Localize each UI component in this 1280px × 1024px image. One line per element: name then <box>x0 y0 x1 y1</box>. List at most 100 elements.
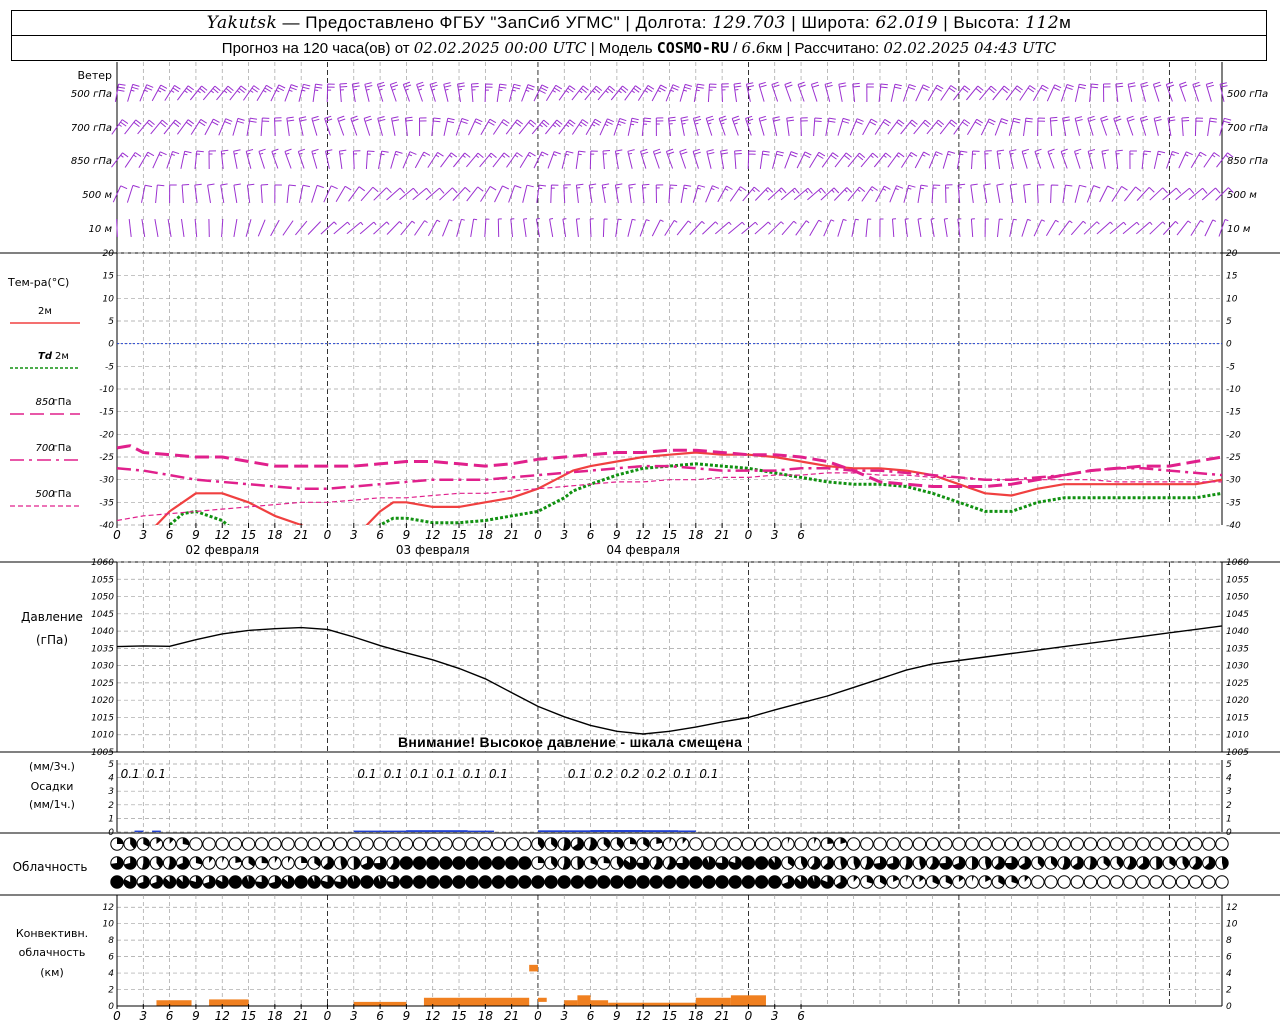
wind-barb <box>714 221 732 235</box>
wind-barb <box>887 152 905 168</box>
wind-barb <box>359 221 377 235</box>
cloud-fill <box>972 875 975 882</box>
cloud-symbol <box>702 837 716 851</box>
y-tick-label-left: 1045 <box>91 610 114 620</box>
x-tick-label: 21 <box>714 528 729 542</box>
wind-barb <box>194 183 202 203</box>
wind-barb <box>163 119 182 135</box>
wind-barb <box>1008 117 1021 136</box>
cloud-symbol <box>912 837 927 851</box>
wind-barb <box>767 187 787 201</box>
wind-barb <box>585 118 602 136</box>
wind-barb <box>111 152 129 168</box>
cloudiness-title: Облачность <box>13 860 88 874</box>
wind-barb <box>284 148 292 169</box>
legend-unit-td2m: 2м <box>55 351 69 362</box>
wind-barb <box>1219 117 1232 136</box>
wind-barb <box>706 149 715 169</box>
cloud-symbol <box>873 837 887 851</box>
y-tick-label-right: 1040 <box>1226 627 1249 637</box>
precip-bar <box>590 830 644 832</box>
wind-barb <box>874 118 891 135</box>
y-tick-label-right: 20 <box>1226 249 1238 259</box>
convective-bar <box>209 999 249 1006</box>
cloud-symbol <box>1149 837 1163 851</box>
cloud-fill <box>590 856 597 866</box>
cloud-fill <box>994 856 1005 870</box>
legend-label-td2m: Td <box>38 351 53 362</box>
wind-barb <box>992 85 1010 101</box>
wind-barb <box>1181 117 1190 137</box>
cloud-fill <box>209 856 213 863</box>
wind-barb <box>728 221 745 235</box>
wind-barb <box>562 218 567 237</box>
wind-barb <box>233 149 241 169</box>
wind-barb <box>402 81 412 102</box>
y-tick-label-left: -25 <box>99 453 114 463</box>
cloud-fill <box>932 875 939 885</box>
y-tick-label-right: 1050 <box>1226 593 1249 603</box>
convective-bar <box>353 1001 407 1006</box>
wind-barb <box>1162 221 1179 235</box>
wind-barb <box>311 148 319 169</box>
wind-barb <box>545 84 563 101</box>
computed-time: 02.02.2025 04:43 UTC <box>883 39 1057 57</box>
wind-barb <box>1050 184 1059 204</box>
cloud-fill <box>551 856 558 868</box>
wind-barb <box>866 83 874 103</box>
wind-barb <box>443 82 452 102</box>
wind-barb <box>218 118 233 136</box>
wind-barb <box>939 119 958 135</box>
wind-barb <box>416 81 425 102</box>
cloud-symbol <box>1162 875 1177 889</box>
cloud-fill <box>919 856 926 869</box>
cloud-fill <box>676 875 689 889</box>
cloud-symbol <box>1188 875 1203 889</box>
wind-barb <box>414 151 431 169</box>
x-tick-label: 6 <box>166 528 174 542</box>
wind-barb <box>466 186 484 202</box>
wind-title: Ветер <box>78 69 112 82</box>
wind-barb <box>1149 187 1168 201</box>
precip-amount-label: 0.2 <box>594 767 613 781</box>
wind-barb <box>229 85 247 101</box>
cloud-fill <box>505 875 518 889</box>
cloud-fill <box>505 856 518 870</box>
wind-level-label-right: 850 гПа <box>1227 156 1268 167</box>
cloud-symbol <box>439 837 453 851</box>
cloud-fill <box>1005 856 1018 870</box>
cloud-fill <box>387 875 400 889</box>
cloud-fill <box>742 856 755 870</box>
cloud-fill <box>1222 856 1229 870</box>
wind-barb <box>124 119 142 135</box>
cloud-symbol <box>1202 875 1216 889</box>
wind-barb <box>717 185 733 203</box>
wind-barb <box>1207 117 1218 136</box>
convective-bar <box>608 1002 696 1006</box>
wind-barb <box>628 183 636 203</box>
wind-barb <box>480 185 497 202</box>
cloud-symbol <box>1175 875 1190 889</box>
wind-barb <box>833 187 853 201</box>
y-tick-label-left: 2 <box>108 986 114 996</box>
wind-barb <box>114 83 126 102</box>
convective-title-2: облачность <box>19 946 86 959</box>
wind-barb <box>889 185 904 203</box>
lat-label: Широта: <box>801 13 871 32</box>
wind-barb <box>754 187 774 201</box>
wind-barb <box>427 151 444 168</box>
cloud-fill <box>597 875 610 889</box>
wind-barb <box>931 184 941 204</box>
wind-barb <box>194 150 204 170</box>
cloud-fill <box>518 875 531 889</box>
wind-barb <box>536 184 547 203</box>
wind-barb <box>508 83 521 102</box>
wind-barb <box>116 218 118 238</box>
cloud-fill <box>274 856 278 863</box>
cloud-fill <box>755 856 768 870</box>
cloud-fill <box>137 875 150 889</box>
cloud-symbol <box>754 837 769 851</box>
wind-barb <box>1190 219 1204 236</box>
wind-barb <box>1203 152 1220 168</box>
wind-barb <box>1074 184 1087 203</box>
